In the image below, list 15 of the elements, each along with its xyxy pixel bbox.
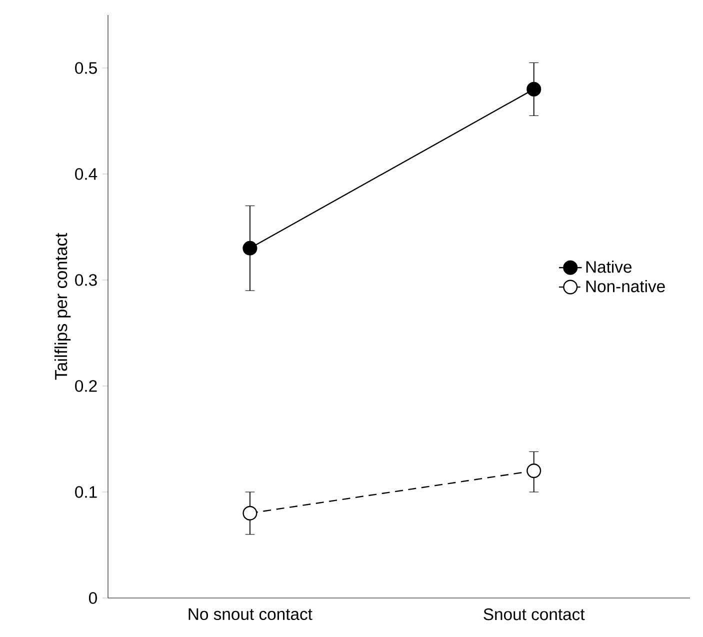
point (242, 506, 258, 520)
y-tick-label: 0.5 (75, 62, 97, 74)
y-tick-label: 0 (88, 592, 97, 604)
y-tick-label: 0.2 (75, 380, 97, 392)
x-tick-label: No snout contact (188, 608, 312, 620)
y-tick-label: 0.1 (75, 486, 97, 498)
x-tick-label: Snout contact (484, 608, 585, 620)
legend-label: Native (586, 260, 632, 273)
legend-label: Non-native (586, 280, 665, 292)
point (526, 82, 542, 96)
y-tick-label: 0.4 (75, 168, 98, 180)
y-tick-label: 0.3 (75, 274, 97, 286)
point (242, 240, 258, 256)
point (526, 464, 542, 478)
y-axis-title: Tailflips per contact (54, 232, 71, 380)
